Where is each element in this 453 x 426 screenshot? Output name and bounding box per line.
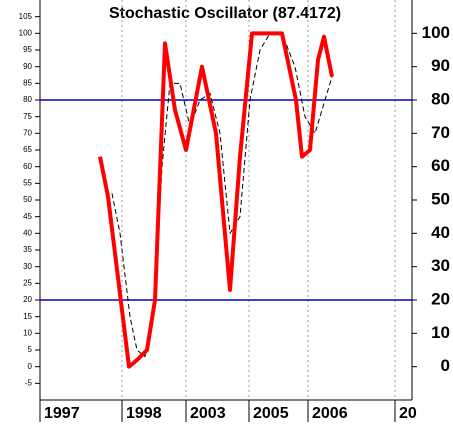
y-tick-label: 100 (19, 28, 33, 37)
y-tick-label: 40 (23, 228, 32, 237)
y2-tick-label: 60 (431, 156, 450, 175)
y-tick-label: 20 (23, 295, 32, 304)
y-tick-label: 65 (23, 145, 32, 154)
y-tick-label: 90 (23, 62, 32, 71)
y-tick-label: 75 (23, 112, 32, 121)
y2-tick-label: 100 (422, 23, 450, 42)
y-tick-label: 80 (23, 95, 32, 104)
y2-tick-label: 50 (431, 189, 450, 208)
y-tick-label: 60 (23, 162, 32, 171)
x-tick-label: 2006 (312, 405, 348, 422)
y2-tick-label: 10 (431, 323, 450, 342)
x-tick-label: 1998 (126, 405, 162, 422)
x-tick-label: 2005 (253, 405, 289, 422)
series-line (98, 31, 334, 369)
x-tick-label: 2003 (190, 405, 226, 422)
x-tick-label: 1997 (44, 405, 80, 422)
y-tick-label: 105 (19, 12, 33, 21)
y-tick-label: 95 (23, 45, 32, 54)
y-tick-label: 25 (23, 278, 32, 287)
y-tick-label: 55 (23, 178, 32, 187)
y-tick-label: 0 (28, 362, 33, 371)
y-tick-label: 70 (23, 128, 32, 137)
y2-tick-label: 0 (441, 356, 450, 375)
y-tick-label: 45 (23, 212, 32, 221)
y2-tick-label: 90 (431, 56, 450, 75)
y-tick-label: 30 (23, 262, 32, 271)
y-tick-label: 85 (23, 78, 32, 87)
y-tick-label: 50 (23, 195, 32, 204)
x-tick-label: 20 (399, 405, 417, 422)
y-tick-label: 5 (28, 345, 33, 354)
y-tick-label: 10 (23, 328, 32, 337)
y2-tick-label: 80 (431, 89, 450, 108)
y2-tick-label: 40 (431, 223, 450, 242)
y2-tick-label: 30 (431, 256, 450, 275)
y2-tick-label: 20 (431, 289, 450, 308)
y-tick-label: 35 (23, 245, 32, 254)
y-tick-label: -5 (25, 378, 33, 387)
y-tick-label: 15 (23, 312, 32, 321)
y2-tick-label: 70 (431, 123, 450, 142)
chart-title: Stochastic Oscillator (87.4172) (109, 5, 341, 22)
